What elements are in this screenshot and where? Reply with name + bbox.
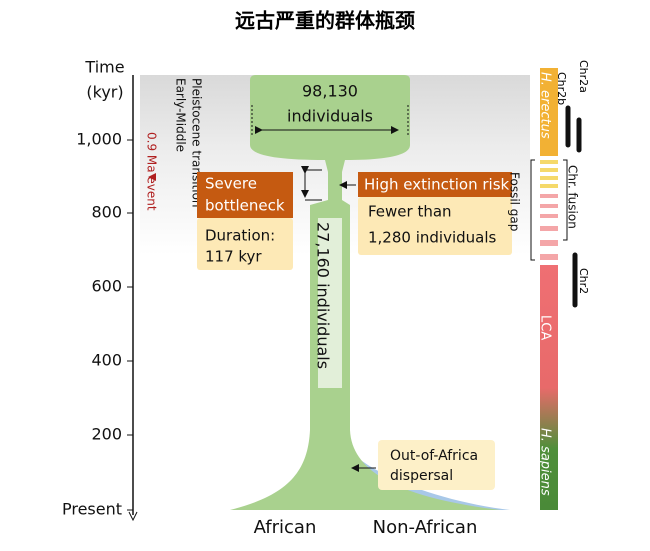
event-marker — [148, 173, 156, 181]
gap-stripes-pink — [540, 194, 558, 260]
lca-label: LCA — [538, 315, 553, 340]
axis-title: Time — [84, 58, 124, 77]
bottleneck-detail: 117 kyr — [205, 248, 262, 266]
tick-label: 200 — [91, 425, 122, 444]
dispersal-label: dispersal — [390, 468, 453, 484]
bottleneck-box — [197, 172, 293, 218]
tick-label: 1,000 — [76, 130, 122, 149]
risk-detail: Fewer than — [368, 203, 452, 221]
erectus-bar — [540, 68, 558, 156]
dispersal-label: Out-of-Africa — [390, 448, 478, 464]
african-shape — [230, 75, 500, 510]
top-count: 98,130 — [302, 82, 358, 101]
gap-bracket — [530, 159, 535, 261]
transition-label: Early-Middle — [174, 78, 188, 152]
neck-count: 27,160 individuals — [314, 222, 333, 369]
african-label: African — [254, 517, 317, 538]
gap-label: Fossil gap — [508, 172, 522, 231]
lca-sapiens-bar — [540, 265, 558, 510]
neck-label-bg — [318, 218, 342, 388]
top-count: individuals — [287, 107, 373, 126]
axis-arrow — [128, 511, 138, 522]
bottleneck-detail-box — [197, 218, 293, 270]
risk-detail: 1,280 individuals — [368, 229, 497, 247]
risk-box — [358, 172, 512, 197]
chromosomes — [565, 105, 582, 308]
event-label: 0.9 Ma event — [145, 132, 159, 211]
axis-title: (kyr) — [86, 83, 123, 102]
chr-label: Chr. fusion — [566, 165, 580, 229]
dispersal-box — [378, 440, 495, 490]
erectus-label: H. erectus — [538, 72, 553, 139]
sapiens-label: H. sapiens — [538, 428, 553, 496]
chr-label: Chr2a — [577, 60, 590, 93]
ticks: 1,000 800 600 400 200 Present — [62, 130, 133, 519]
bottleneck-detail: Duration: — [205, 227, 275, 245]
tick-label: 800 — [91, 203, 122, 222]
title: 远古严重的群体瓶颈 — [235, 9, 415, 33]
non-african-label: Non-African — [373, 517, 478, 538]
tick-label: Present — [62, 500, 122, 519]
fusion-bracket — [563, 159, 568, 241]
chr-label: Chr2 — [577, 268, 590, 294]
bottleneck-title: Severe — [205, 175, 257, 193]
tick-label: 400 — [91, 351, 122, 370]
tick-label: 600 — [91, 277, 122, 296]
gap-stripes-yellow — [540, 160, 558, 188]
risk-detail-box — [358, 197, 512, 255]
risk-title: High extinction risk — [364, 176, 510, 194]
bottleneck-title: bottleneck — [205, 197, 285, 215]
chr-label: Chr2b — [555, 72, 568, 105]
